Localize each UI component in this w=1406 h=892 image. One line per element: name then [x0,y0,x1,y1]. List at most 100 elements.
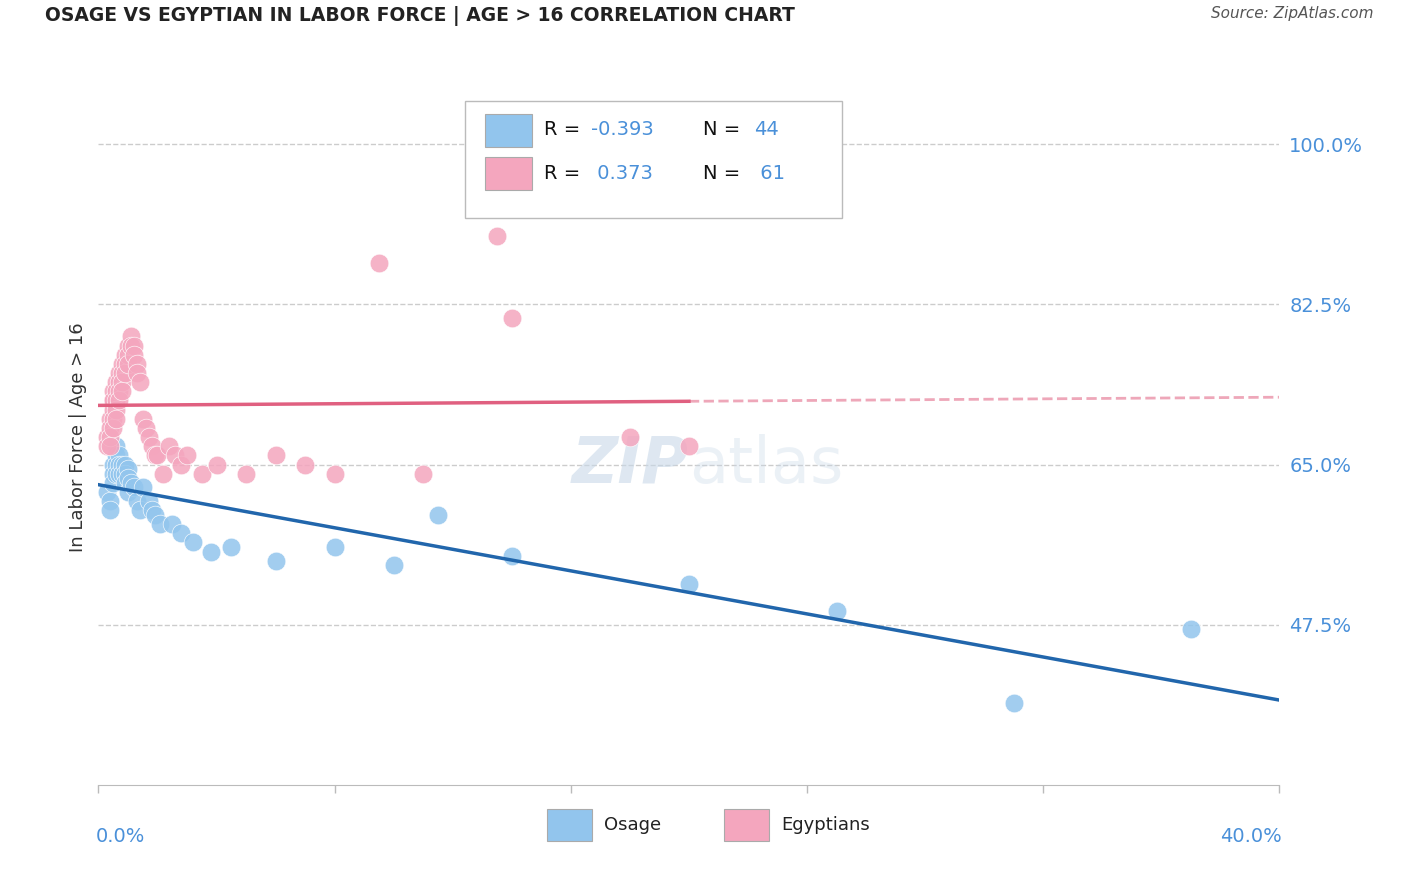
Point [125,366,148,380]
Text: R =: R = [544,120,579,139]
Point [162,516,183,531]
Point [111,366,134,380]
Point [111,375,134,389]
Point [103,467,125,481]
Point [191,467,214,481]
Text: Egyptians: Egyptians [782,816,870,834]
Text: 44: 44 [754,120,779,139]
Point [111,467,134,481]
Point [122,480,145,494]
Y-axis label: In Labor Force | Age > 16: In Labor Force | Age > 16 [69,322,87,552]
Point [105,411,128,425]
Point [98,439,121,453]
Point [114,475,136,490]
Point [122,338,145,352]
Point [135,421,157,435]
Point [98,421,121,435]
Text: -0.393: -0.393 [591,120,654,139]
Point [105,449,128,463]
Point [1180,623,1202,637]
Point [138,494,160,508]
Point [117,338,139,352]
Text: 0.373: 0.373 [591,164,652,183]
Point [678,576,700,591]
Point [114,366,136,380]
Point [619,430,641,444]
Point [138,430,160,444]
Point [105,439,128,453]
Point [96,485,118,500]
Point [501,311,523,326]
Point [128,375,150,389]
Point [132,480,155,494]
Point [96,430,118,444]
Point [103,393,125,408]
Point [122,348,145,362]
Point [108,384,131,399]
Point [98,494,121,508]
Point [103,393,125,408]
Point [120,338,142,352]
Point [128,503,150,517]
Point [117,357,139,371]
Point [108,393,131,408]
Point [412,467,434,481]
Point [105,384,128,399]
Point [200,544,222,558]
Point [98,430,121,444]
Point [117,348,139,362]
Text: 40.0%: 40.0% [1220,827,1282,846]
Point [111,357,134,371]
Text: ZIP: ZIP [572,434,689,496]
Point [825,604,848,618]
Point [143,508,166,522]
Point [146,449,169,463]
Point [114,458,136,472]
Text: N =: N = [703,120,741,139]
Point [1002,696,1025,710]
Point [114,467,136,481]
Point [103,384,125,399]
Point [108,449,131,463]
Point [114,348,136,362]
Point [98,503,121,517]
Point [111,384,134,399]
Point [264,449,287,463]
Point [170,458,193,472]
Text: 61: 61 [754,164,785,183]
Bar [485,113,531,147]
Point [323,540,346,554]
Point [103,458,125,472]
Point [141,439,163,453]
Point [264,554,287,568]
Point [108,366,131,380]
Point [221,540,243,554]
Point [294,458,316,472]
Point [108,375,131,389]
Point [157,439,180,453]
Point [103,475,125,490]
Text: Source: ZipAtlas.com: Source: ZipAtlas.com [1212,5,1374,21]
Point [125,357,148,371]
Point [103,421,125,435]
Point [105,393,128,408]
Bar [485,157,531,190]
Point [501,549,523,563]
Point [368,256,391,270]
Text: OSAGE VS EGYPTIAN IN LABOR FORCE | AGE > 16 CORRELATION CHART: OSAGE VS EGYPTIAN IN LABOR FORCE | AGE >… [45,5,796,26]
Point [120,475,142,490]
Point [176,449,198,463]
Bar [547,809,592,840]
Point [105,402,128,417]
Point [117,485,139,500]
Point [111,458,134,472]
Point [96,439,118,453]
Point [125,494,148,508]
Point [103,411,125,425]
Point [152,467,174,481]
Text: 0.0%: 0.0% [96,827,145,846]
Point [323,467,346,481]
Point [117,471,139,485]
Point [105,467,128,481]
Text: N =: N = [703,164,741,183]
